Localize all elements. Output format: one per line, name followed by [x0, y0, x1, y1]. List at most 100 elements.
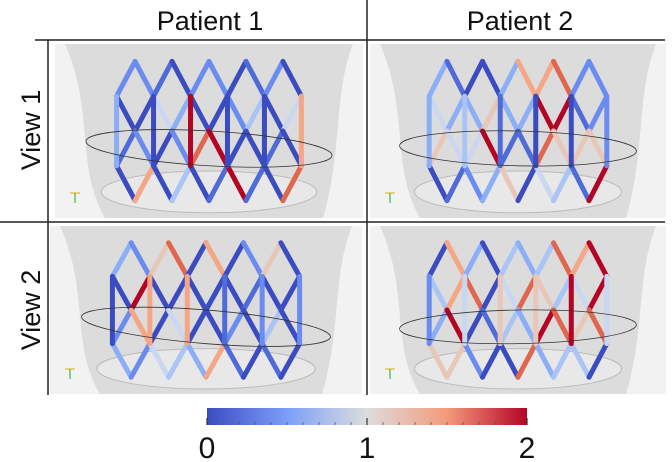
stent-strut	[479, 93, 503, 134]
panel-image	[50, 226, 362, 394]
stent-strut	[462, 307, 485, 347]
stent-strut	[243, 163, 267, 204]
stent-strut	[515, 163, 539, 204]
stent-strut	[128, 240, 153, 279]
stent-strut	[222, 240, 246, 279]
stent-strut	[222, 341, 246, 380]
stent-strut	[462, 341, 485, 380]
stent-strut	[551, 128, 574, 169]
stent-strut	[222, 307, 246, 347]
stent-strut	[132, 58, 157, 99]
stent-strut	[114, 128, 138, 169]
stent-strut	[280, 163, 304, 204]
stent-strut	[586, 58, 610, 99]
row-header: View 1	[16, 90, 46, 171]
stent-strut	[568, 341, 592, 380]
stent-strut	[259, 240, 284, 279]
stent-strut	[462, 93, 485, 134]
stent-strut	[259, 307, 284, 347]
stent-strut	[188, 128, 212, 169]
stent-strut	[224, 163, 249, 204]
stent-strut	[169, 128, 194, 169]
stent-strut	[497, 163, 521, 204]
panels	[50, 44, 666, 394]
anatomy-shadow	[413, 348, 623, 390]
annulus-ring	[85, 129, 333, 168]
stent-strut	[169, 93, 194, 134]
stent-strut	[515, 58, 539, 99]
panel-image	[370, 44, 666, 218]
stent-strut	[224, 93, 249, 134]
stent-strut	[222, 273, 246, 313]
stent-strut	[128, 273, 153, 313]
stent-strut	[426, 128, 450, 169]
stent-strut	[586, 341, 610, 380]
stent-strut	[280, 128, 304, 169]
stent-strut	[515, 307, 539, 347]
stent-strut	[515, 93, 539, 134]
stent-strut	[533, 240, 557, 279]
stent-strut	[444, 240, 468, 279]
stent-strut	[479, 58, 503, 99]
stent-strut	[188, 58, 212, 99]
stent-strut	[586, 307, 610, 347]
stent-strut	[147, 240, 172, 279]
stent-strut	[184, 341, 209, 380]
stent-strut	[109, 273, 134, 313]
stent-strut	[426, 240, 450, 279]
stent-strut	[444, 128, 468, 169]
stent-strut	[278, 240, 303, 279]
colorbar-tick-label: 0	[199, 432, 216, 462]
stent-strut	[132, 163, 157, 204]
stent-strut	[166, 273, 190, 313]
stent-strut	[568, 307, 592, 347]
stent-strut	[147, 341, 172, 380]
stent-strut	[533, 273, 557, 313]
stent-strut	[444, 273, 468, 313]
column-header: Patient 1	[157, 6, 264, 36]
stent-strut	[462, 128, 485, 169]
stent-strut	[261, 163, 286, 204]
stent-strut	[224, 58, 249, 99]
stent-strut	[132, 128, 157, 169]
anatomy-shadow	[96, 348, 316, 390]
stent-strut	[497, 273, 521, 313]
stent-strut	[259, 273, 284, 313]
stent-strut	[444, 163, 468, 204]
column-header: Patient 2	[467, 6, 574, 36]
stent-strut	[147, 273, 172, 313]
stent-strut	[151, 93, 175, 134]
stent-strut	[128, 341, 153, 380]
anatomy-shadow	[100, 170, 318, 214]
stent-strut	[462, 240, 485, 279]
stent-strut	[568, 58, 592, 99]
stent-strut	[224, 128, 249, 169]
stent-strut	[462, 163, 485, 204]
stent-strut	[551, 240, 574, 279]
stent-strut	[568, 128, 592, 169]
stent-strut	[109, 307, 134, 347]
colorbar-tick-label: 1	[359, 432, 376, 462]
stent-strut	[114, 163, 138, 204]
stent-strut	[203, 341, 228, 380]
stent-strut	[586, 163, 610, 204]
stent-strut	[533, 128, 557, 169]
stent-strut	[586, 240, 610, 279]
colorbar-tick-label: 2	[519, 432, 536, 462]
stent-strut	[586, 273, 610, 313]
stent-strut	[261, 93, 286, 134]
stent-strut	[568, 163, 592, 204]
stent-strut	[497, 307, 521, 347]
stent-strut	[426, 341, 450, 380]
stent-strut	[184, 240, 209, 279]
stent-strut	[533, 307, 557, 347]
stent-strut	[243, 128, 267, 169]
stent-strut	[169, 58, 194, 99]
stent-strut	[551, 93, 574, 134]
stent-strut	[551, 341, 574, 380]
stent-strut	[243, 58, 267, 99]
stent-strut	[426, 163, 450, 204]
stent-strut	[444, 341, 468, 380]
stent-strut	[533, 58, 557, 99]
